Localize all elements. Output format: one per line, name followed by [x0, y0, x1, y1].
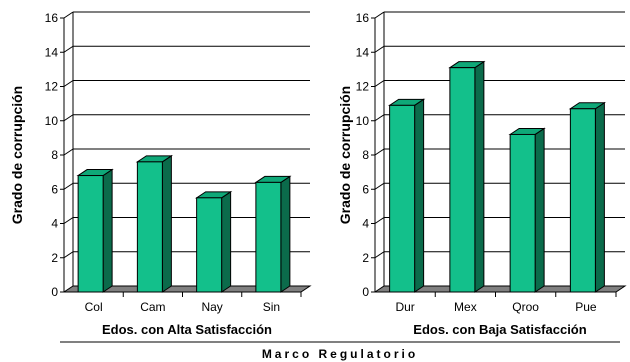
y-tick-label: 6 — [362, 182, 369, 196]
bar — [135, 154, 174, 293]
y-tick-label: 14 — [356, 45, 370, 59]
y-tick-label: 12 — [356, 80, 370, 94]
y-tick-label: 12 — [45, 80, 59, 94]
bar-front — [569, 108, 596, 293]
chart-left: 0 2 4 6 8 10 12 14 16 Col Cam Nay Sin Edos. con Alta … — [9, 11, 312, 337]
gridline-diag — [374, 251, 385, 259]
x-axis-title: Edos. con Baja Satisfacción — [413, 322, 586, 337]
y-tick-label: 4 — [51, 217, 58, 231]
y-tick-label: 2 — [51, 251, 58, 265]
category-label: Nay — [201, 300, 222, 314]
y-tick-label: 14 — [45, 45, 59, 59]
y-tick-label: 0 — [362, 285, 369, 299]
y-tick-label: 6 — [51, 182, 58, 196]
category-label: Cam — [140, 300, 165, 314]
gridline-diag — [374, 11, 385, 19]
y-tick-label: 2 — [362, 251, 369, 265]
y-tick-label: 16 — [45, 11, 59, 25]
gridline-diag — [374, 148, 385, 156]
y-tick-label: 8 — [51, 148, 58, 162]
gridline-diag — [374, 182, 385, 190]
bar-front — [255, 181, 282, 293]
category-label: Dur — [395, 300, 414, 314]
chart-right: 0 2 4 6 8 10 12 14 16 Dur Mex Qroo Pue Edos. con Baja… — [337, 11, 627, 337]
bar-side — [102, 168, 113, 293]
bar — [568, 101, 607, 293]
bar-side — [221, 190, 232, 293]
footer-title: Marco Regulatorio — [262, 347, 418, 361]
y-tick-label: 10 — [356, 114, 370, 128]
gridline-diag — [63, 11, 74, 19]
gridline-diag — [374, 217, 385, 224]
bar — [387, 98, 426, 293]
bar-side — [474, 60, 485, 293]
gridline-diag — [63, 251, 74, 259]
bar-side — [534, 127, 545, 293]
bar — [448, 60, 486, 293]
gridline-diag — [63, 45, 74, 53]
bar-front — [449, 67, 476, 293]
bar-side — [414, 98, 425, 293]
bar-front — [389, 104, 416, 293]
bar-side — [594, 101, 605, 293]
gridline-diag — [63, 182, 74, 190]
bar-side — [280, 175, 291, 293]
y-axis-title: Grado de corrupción — [9, 86, 25, 224]
bar-front — [509, 133, 536, 293]
bar-front — [136, 161, 163, 293]
category-label: Col — [85, 300, 103, 314]
category-label: Pue — [575, 300, 597, 314]
y-tick-label: 8 — [362, 148, 369, 162]
gridline-diag — [374, 45, 385, 53]
y-tick-label: 10 — [45, 114, 59, 128]
category-label: Qroo — [512, 300, 539, 314]
gridline-diag — [63, 80, 74, 87]
gridline-diag — [63, 114, 74, 122]
bar — [76, 168, 114, 293]
category-label: Mex — [454, 300, 477, 314]
bar — [508, 127, 546, 293]
category-label: Sin — [263, 300, 280, 314]
gridline-diag — [63, 217, 74, 224]
y-axis-title: Grado de corrupción — [337, 86, 353, 224]
gridline-diag — [374, 114, 385, 122]
bar — [254, 175, 292, 293]
y-tick-label: 16 — [356, 11, 370, 25]
bar-side — [161, 154, 172, 293]
bar — [194, 190, 233, 293]
bar-front — [196, 197, 223, 293]
gridline-diag — [63, 148, 74, 156]
gridline-diag — [374, 80, 385, 87]
y-tick-label: 0 — [51, 285, 58, 299]
y-tick-label: 4 — [362, 217, 369, 231]
x-axis-title: Edos. con Alta Satisfacción — [102, 322, 272, 337]
bar-front — [77, 175, 104, 293]
